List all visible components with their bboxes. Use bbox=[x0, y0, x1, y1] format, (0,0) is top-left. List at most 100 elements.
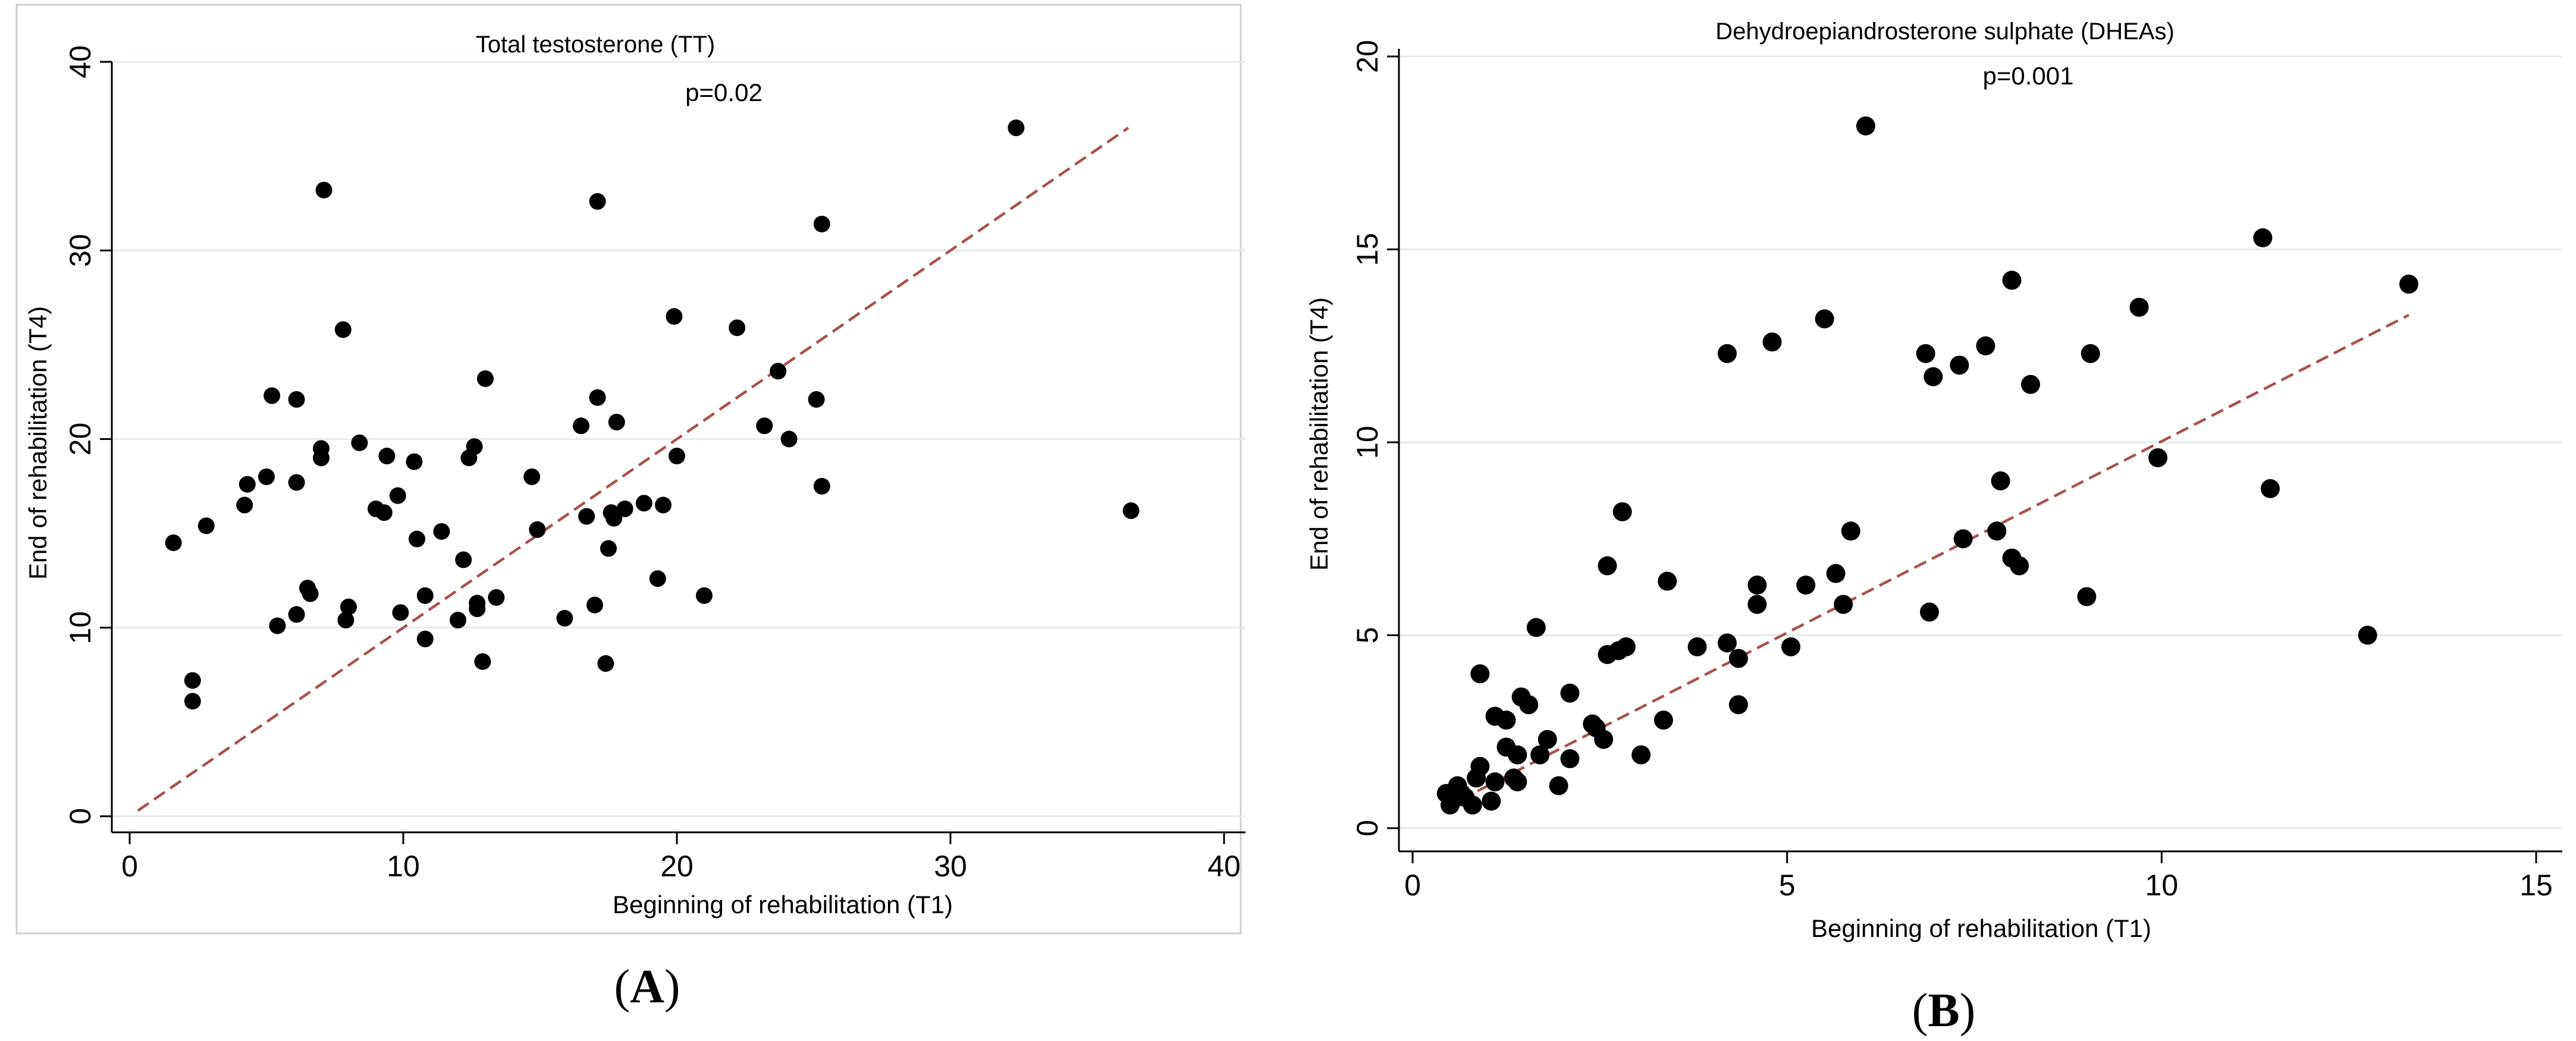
data-point bbox=[669, 448, 685, 465]
data-point bbox=[2002, 271, 2022, 290]
y-tick-label: 10 bbox=[1351, 426, 1384, 459]
data-point bbox=[1508, 772, 1527, 792]
panel-a-fit-line bbox=[137, 127, 1129, 812]
data-point bbox=[1560, 749, 1580, 769]
data-point bbox=[2358, 625, 2377, 645]
data-point bbox=[2148, 448, 2168, 467]
data-point bbox=[1560, 683, 1580, 703]
data-point bbox=[729, 319, 746, 336]
y-tick-label: 30 bbox=[64, 234, 97, 267]
data-point bbox=[813, 477, 830, 495]
data-point bbox=[378, 448, 396, 465]
data-point bbox=[600, 540, 617, 557]
data-point bbox=[1616, 637, 1636, 656]
data-point bbox=[2129, 297, 2149, 317]
data-point bbox=[1530, 745, 1550, 765]
data-point bbox=[1598, 556, 1617, 575]
panel-a-y-axis-label: End of rehabilitation (T4) bbox=[24, 306, 52, 580]
data-point bbox=[597, 655, 614, 672]
panel-b-fit-line bbox=[1442, 313, 2409, 810]
y-tick-label: 0 bbox=[64, 808, 97, 825]
data-point bbox=[288, 391, 305, 408]
y-tick-label: 20 bbox=[1351, 40, 1384, 73]
data-point bbox=[1747, 595, 1767, 614]
data-point bbox=[1717, 344, 1737, 363]
x-tick-label: 20 bbox=[660, 850, 694, 883]
panel-a-caption: (A) bbox=[614, 961, 680, 1013]
data-point bbox=[469, 595, 486, 612]
data-point bbox=[655, 496, 672, 514]
data-point bbox=[1549, 776, 1568, 795]
data-point bbox=[1519, 695, 1539, 715]
data-point bbox=[334, 321, 352, 338]
data-point bbox=[1728, 695, 1748, 715]
data-point bbox=[263, 387, 281, 404]
data-point bbox=[1463, 795, 1482, 815]
x-tick-label: 40 bbox=[1207, 850, 1241, 883]
data-point bbox=[1594, 729, 1614, 749]
data-point bbox=[1916, 344, 1935, 363]
data-point bbox=[1950, 356, 1969, 375]
y-tick-label: 10 bbox=[64, 611, 97, 644]
data-point bbox=[455, 551, 472, 568]
data-point bbox=[1919, 602, 1939, 622]
data-point bbox=[1538, 729, 1557, 749]
data-point bbox=[573, 417, 589, 435]
data-point bbox=[556, 609, 573, 627]
data-point bbox=[1717, 633, 1737, 653]
y-tick-label: 5 bbox=[1351, 627, 1384, 644]
panel-b-caption: (B) bbox=[1912, 985, 1976, 1037]
x-tick-label: 10 bbox=[387, 850, 420, 883]
data-point bbox=[2253, 228, 2273, 248]
data-point bbox=[1470, 664, 1490, 684]
data-point bbox=[1762, 332, 1782, 352]
data-point bbox=[1122, 502, 1140, 520]
y-tick-label: 15 bbox=[1351, 233, 1384, 266]
data-point bbox=[337, 612, 354, 629]
data-point bbox=[389, 487, 406, 504]
data-point bbox=[269, 617, 286, 634]
data-point bbox=[1470, 757, 1490, 776]
panel-b-title: Dehydroepiandrosterone sulphate (DHEAs) bbox=[1715, 18, 2175, 45]
data-point bbox=[466, 438, 483, 455]
data-point bbox=[1526, 618, 1546, 637]
data-point bbox=[1826, 564, 1846, 583]
data-point bbox=[2020, 375, 2040, 394]
data-point bbox=[197, 517, 215, 534]
x-tick-label: 5 bbox=[1779, 869, 1796, 902]
data-point bbox=[1781, 637, 1800, 656]
data-point bbox=[770, 363, 787, 380]
panel-b-y-ticks: 0 5 10 15 20 bbox=[1351, 40, 1399, 836]
data-point bbox=[1485, 772, 1505, 792]
x-tick-label: 0 bbox=[121, 850, 138, 883]
data-point bbox=[288, 606, 305, 623]
data-point bbox=[1728, 649, 1748, 668]
x-tick-label: 10 bbox=[2145, 869, 2179, 902]
data-point bbox=[288, 474, 305, 491]
panel-a-points bbox=[165, 119, 1140, 710]
data-point bbox=[589, 389, 606, 406]
data-point bbox=[523, 468, 541, 485]
data-point bbox=[666, 308, 683, 325]
data-point bbox=[1924, 367, 1943, 386]
panel-b-y-axis-label: End of rehabilitation (T4) bbox=[1305, 297, 1333, 571]
panel-b-p-value: p=0.001 bbox=[1983, 62, 2074, 90]
data-point bbox=[1856, 116, 1875, 136]
data-point bbox=[2077, 587, 2097, 606]
panel-b-x-axis-label: Beginning of rehabilitation (T1) bbox=[1811, 914, 2151, 942]
data-point bbox=[184, 672, 201, 689]
data-point bbox=[313, 449, 330, 467]
data-point bbox=[2260, 479, 2280, 498]
data-point bbox=[1991, 471, 2010, 490]
data-point bbox=[2010, 556, 2029, 575]
data-point bbox=[1747, 575, 1767, 595]
x-tick-label: 30 bbox=[934, 850, 967, 883]
data-point bbox=[2081, 344, 2100, 363]
data-point bbox=[409, 530, 425, 548]
data-point bbox=[416, 587, 434, 604]
data-point bbox=[1482, 791, 1501, 811]
data-point bbox=[813, 215, 830, 232]
panel-a-caption-letter: A bbox=[630, 961, 664, 1013]
panel-a-frame bbox=[15, 4, 1242, 935]
